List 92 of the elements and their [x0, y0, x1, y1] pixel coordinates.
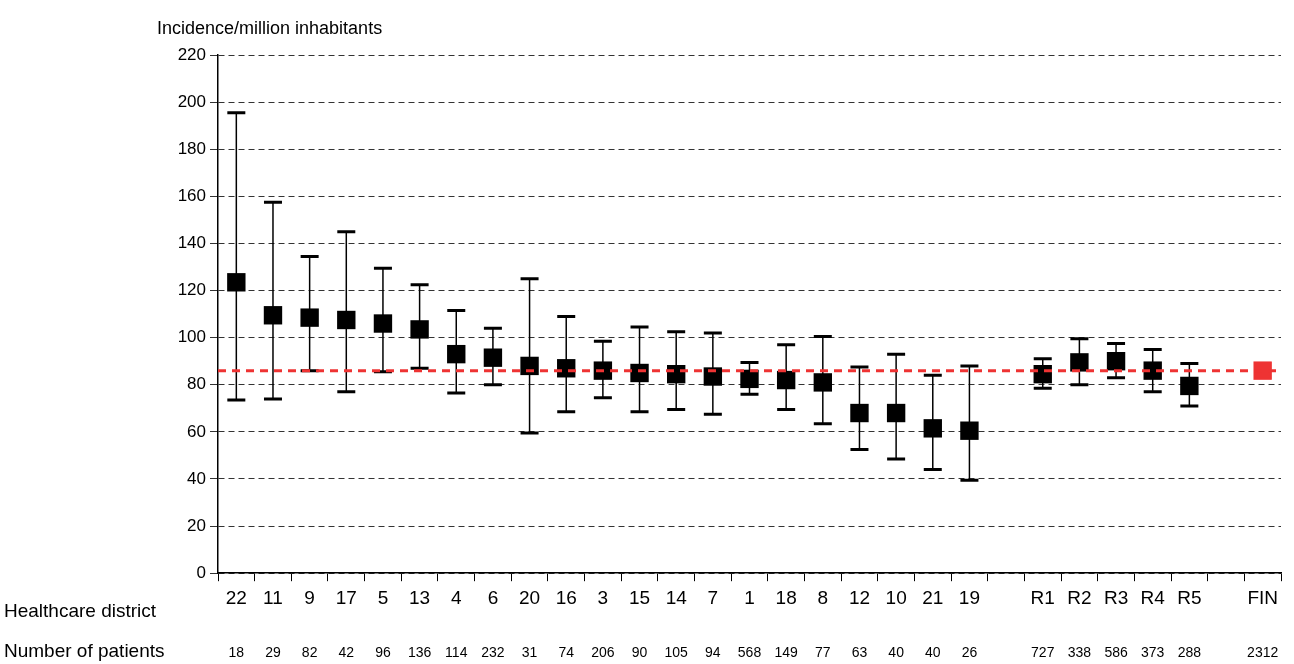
text: 2312 [1247, 644, 1279, 660]
point [923, 419, 942, 438]
x-tick-label: 7 [707, 586, 719, 608]
text: 568 [737, 644, 762, 660]
point [703, 367, 723, 386]
text: 288 [1177, 644, 1202, 660]
text: 206 [591, 644, 615, 660]
x-tick-label: R3 [1103, 586, 1129, 608]
text: 40 [888, 644, 905, 660]
text: 42 [338, 644, 355, 660]
x-tick-label: FIN [1247, 586, 1278, 608]
x-tick-label: 4 [450, 586, 462, 608]
y-tick-label: 100 [177, 327, 206, 347]
x-tick-label: 8 [817, 586, 829, 608]
point [447, 344, 466, 364]
text: 90 [631, 644, 648, 660]
point [1106, 352, 1126, 371]
text: 63 [851, 644, 868, 660]
y-tick-label: 120 [177, 280, 206, 300]
x-tick-label: 22 [225, 586, 247, 608]
x-tick-label: 5 [377, 586, 389, 608]
text: 373 [1141, 644, 1165, 660]
text: 96 [375, 644, 391, 660]
point [1070, 353, 1089, 372]
text: 74 [558, 644, 575, 660]
point [263, 306, 283, 325]
text: 338 [1067, 644, 1092, 660]
y-tick-label: 140 [177, 233, 206, 253]
point [813, 373, 832, 392]
text: 232 [481, 644, 505, 660]
point [776, 370, 796, 390]
point [886, 403, 906, 423]
x-tick-label: 19 [958, 586, 980, 608]
x-tick-label: 17 [335, 586, 357, 608]
point [1180, 376, 1199, 396]
x-tick-label: 15 [628, 586, 651, 608]
point [850, 403, 869, 423]
text: Number of patients [4, 640, 165, 661]
x-tick-label: 11 [263, 586, 283, 608]
x-tick-label: 16 [555, 586, 577, 608]
y-tick-label: 160 [177, 186, 206, 206]
text: 29 [265, 644, 281, 660]
point [593, 361, 613, 380]
x-tick-label: 21 [922, 586, 944, 608]
text: 18 [228, 644, 245, 660]
point [300, 308, 319, 327]
point [1253, 361, 1272, 380]
text: 82 [301, 644, 318, 660]
x-tick-label: 18 [775, 586, 797, 608]
x-tick-label: R4 [1140, 586, 1166, 608]
point [373, 314, 393, 333]
y-tick-label: 220 [177, 44, 206, 64]
x-tick-label: 9 [304, 586, 315, 608]
point [410, 320, 429, 339]
text: 77 [815, 644, 831, 660]
y-tick-label: 60 [187, 421, 206, 441]
text: 586 [1104, 644, 1128, 660]
point [337, 310, 356, 330]
point [483, 348, 503, 367]
text: 727 [1031, 644, 1055, 660]
x-tick-label: 20 [519, 586, 541, 608]
y-tick-label: 80 [187, 374, 206, 394]
x-tick-label: 6 [487, 586, 499, 608]
y-tick-label: 180 [177, 138, 206, 158]
x-tick-label: 14 [665, 586, 688, 608]
x-tick-label: R2 [1067, 586, 1092, 608]
text: 114 [445, 644, 468, 660]
point [630, 363, 649, 383]
x-tick-label: R5 [1177, 586, 1202, 608]
text: 136 [407, 644, 432, 660]
point [960, 421, 979, 440]
text: 149 [774, 644, 799, 660]
y-tick-label: 40 [187, 468, 206, 488]
y-axis-title: Incidence/million inhabitants [157, 18, 383, 38]
x-axis-title: Healthcare district [4, 600, 157, 621]
x-tick-label: 3 [597, 586, 609, 608]
text: 31 [521, 644, 538, 660]
text: 94 [705, 644, 721, 660]
x-tick-label: 13 [409, 586, 431, 608]
text: 105 [664, 644, 689, 660]
point [740, 369, 759, 389]
x-tick-label: 12 [848, 586, 871, 608]
text: 40 [924, 644, 941, 660]
point [227, 273, 246, 292]
point [520, 356, 539, 376]
x-tick-label: 1 [744, 586, 755, 608]
y-tick-label: 0 [196, 562, 206, 582]
x-tick-label: R1 [1030, 586, 1055, 608]
y-tick-label: 200 [177, 91, 206, 111]
x-tick-label: 10 [885, 586, 907, 608]
y-tick-label: 20 [187, 515, 206, 535]
text: 26 [961, 644, 978, 660]
